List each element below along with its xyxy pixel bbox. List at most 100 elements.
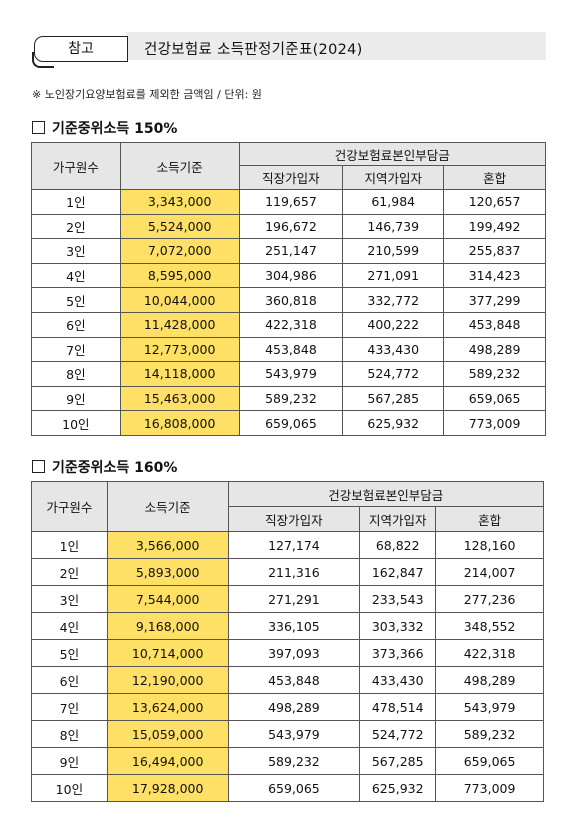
mixed-cell: 120,657 [443,189,546,215]
reference-tag: 참고 [34,36,128,62]
employee-cell: 304,986 [238,262,344,289]
table-row: 8인 15,059,000 543,979 524,772 589,232 [31,720,544,748]
mixed-cell: 348,552 [435,612,544,640]
checkbox-square-icon [32,121,45,134]
regional-cell: 400,222 [342,311,445,338]
regional-cell: 68,822 [359,531,437,559]
employee-cell: 498,289 [227,693,361,721]
table-row: 3인 7,072,000 251,147 210,599 255,837 [31,238,546,264]
header-employee: 직장가입자 [227,506,361,532]
regional-cell: 303,332 [359,612,437,640]
regional-cell: 61,984 [342,189,445,215]
table-body: 1인 3,343,000 119,657 61,984 120,657 2인 5,524,0… [31,189,546,436]
header-mixed: 혼합 [435,506,544,532]
household-cell: 7인 [31,693,108,721]
header-household: 가구원수 [31,481,108,532]
header-mixed: 혼합 [443,165,546,190]
income-cell: 10,044,000 [119,287,240,313]
mixed-cell: 543,979 [435,693,544,721]
header-income: 소득기준 [119,142,240,190]
regional-cell: 162,847 [359,558,437,586]
table-row: 1인 3,343,000 119,657 61,984 120,657 [31,189,546,215]
employee-cell: 589,232 [227,747,361,775]
employee-cell: 336,105 [227,612,361,640]
mixed-cell: 773,009 [443,410,546,436]
mixed-cell: 214,007 [435,558,544,586]
income-table-150: 가구원수 소득기준 건강보험료본인부담금 직장가입자 지역가입자 혼합 1인 3,… [31,142,547,436]
regional-cell: 524,772 [342,361,445,387]
income-cell: 16,808,000 [119,410,240,436]
header-premium-group: 건강보험료본인부담금 [227,481,545,507]
employee-cell: 589,232 [238,385,344,412]
regional-cell: 478,514 [359,693,437,721]
table-row: 10인 16,808,000 659,065 625,932 773,009 [31,410,546,436]
income-cell: 15,463,000 [119,385,240,412]
household-cell: 7인 [31,336,121,363]
income-cell: 8,595,000 [119,262,240,289]
household-cell: 3인 [31,585,108,613]
employee-cell: 422,318 [238,311,344,338]
mixed-cell: 659,065 [443,385,546,412]
employee-cell: 251,147 [238,238,344,264]
income-cell: 16,494,000 [106,747,229,775]
table-body: 1인 3,566,000 127,174 68,822 128,160 2인 5,893,0… [31,531,544,802]
regional-cell: 567,285 [342,385,445,412]
table-row: 10인 17,928,000 659,065 625,932 773,009 [31,774,544,802]
table-row: 5인 10,714,000 397,093 373,366 422,318 [31,639,544,667]
table-row: 9인 15,463,000 589,232 567,285 659,065 [31,385,546,412]
household-cell: 8인 [31,361,121,387]
employee-cell: 119,657 [238,189,344,215]
mixed-cell: 453,848 [443,311,546,338]
mixed-cell: 498,289 [443,336,546,363]
household-cell: 3인 [31,238,121,264]
section-title-text: 기준중위소득 160% [52,460,178,476]
section-title-150: 기준중위소득 150% [32,118,177,138]
employee-cell: 397,093 [227,639,361,667]
income-cell: 10,714,000 [106,639,229,667]
household-cell: 10인 [31,774,108,802]
income-cell: 14,118,000 [119,361,240,387]
household-cell: 6인 [31,666,108,694]
header-regional: 지역가입자 [359,506,437,532]
household-cell: 8인 [31,720,108,748]
mixed-cell: 377,299 [443,287,546,313]
regional-cell: 332,772 [342,287,445,313]
income-cell: 7,544,000 [106,585,229,613]
employee-cell: 360,818 [238,287,344,313]
income-cell: 17,928,000 [106,774,229,802]
employee-cell: 453,848 [227,666,361,694]
employee-cell: 211,316 [227,558,361,586]
household-cell: 4인 [31,612,108,640]
regional-cell: 373,366 [359,639,437,667]
table-row: 7인 12,773,000 453,848 433,430 498,289 [31,336,546,363]
table-row: 6인 12,190,000 453,848 433,430 498,289 [31,666,544,694]
employee-cell: 659,065 [227,774,361,802]
regional-cell: 625,932 [359,774,437,802]
household-cell: 1인 [31,189,121,215]
mixed-cell: 659,065 [435,747,544,775]
mixed-cell: 277,236 [435,585,544,613]
table-row: 8인 14,118,000 543,979 524,772 589,232 [31,361,546,387]
household-cell: 10인 [31,410,121,436]
regional-cell: 146,739 [342,213,445,240]
table-row: 4인 8,595,000 304,986 271,091 314,423 [31,262,546,289]
table-row: 2인 5,893,000 211,316 162,847 214,007 [31,558,544,586]
employee-cell: 543,979 [238,361,344,387]
regional-cell: 625,932 [342,410,445,436]
table-row: 9인 16,494,000 589,232 567,285 659,065 [31,747,544,775]
income-cell: 3,343,000 [119,189,240,215]
checkbox-square-icon [32,460,45,473]
header-regional: 지역가입자 [342,165,445,190]
household-cell: 1인 [31,531,108,559]
income-cell: 9,168,000 [106,612,229,640]
header-income: 소득기준 [106,481,229,532]
table-row: 4인 9,168,000 336,105 303,332 348,552 [31,612,544,640]
income-cell: 11,428,000 [119,311,240,338]
household-cell: 9인 [31,747,108,775]
header-background [126,32,546,60]
mixed-cell: 589,232 [435,720,544,748]
income-cell: 15,059,000 [106,720,229,748]
employee-cell: 543,979 [227,720,361,748]
income-cell: 5,893,000 [106,558,229,586]
unit-note: ※ 노인장기요양보험료를 제외한 금액임 / 단위: 원 [32,88,262,101]
